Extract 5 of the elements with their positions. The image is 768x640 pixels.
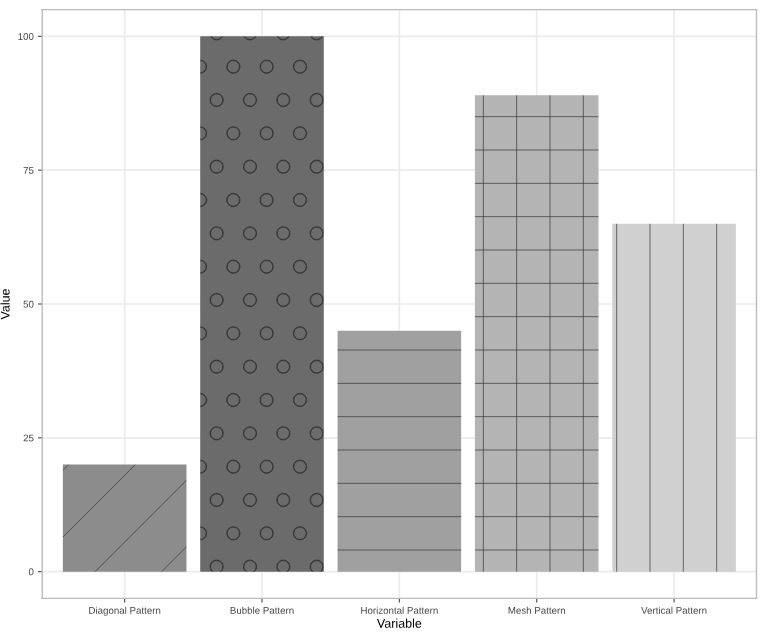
bar bbox=[612, 223, 736, 572]
bar bbox=[200, 36, 324, 572]
bar bbox=[62, 464, 187, 572]
bar bbox=[337, 330, 462, 572]
bar bbox=[474, 95, 599, 572]
